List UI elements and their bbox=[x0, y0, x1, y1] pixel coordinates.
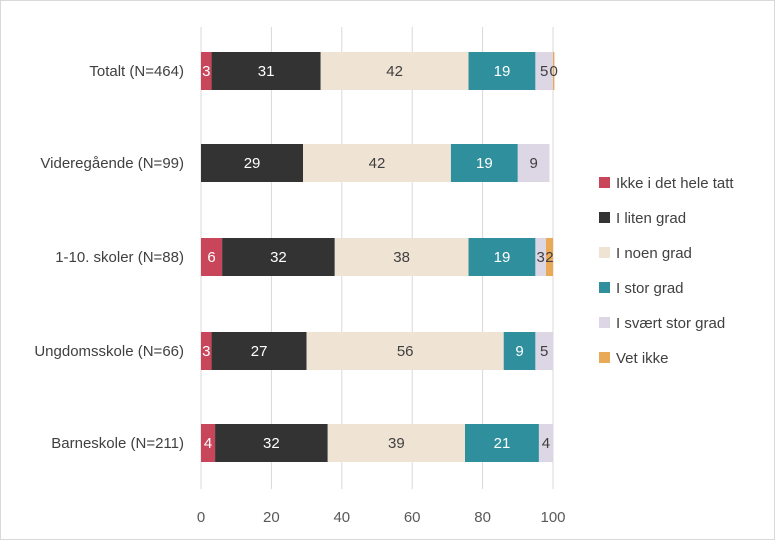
data-label: 9 bbox=[529, 155, 537, 172]
bar-segment bbox=[303, 144, 451, 182]
bar-segment bbox=[215, 424, 328, 462]
data-label: 0 bbox=[550, 63, 558, 80]
data-label: 5 bbox=[540, 63, 548, 80]
data-label: 56 bbox=[397, 343, 414, 360]
legend-label: Ikke i det hele tatt bbox=[616, 175, 734, 192]
bar-segment bbox=[535, 52, 553, 90]
bar-segment bbox=[468, 52, 536, 90]
bar-segment bbox=[535, 332, 553, 370]
x-tick-label: 0 bbox=[197, 509, 205, 526]
bar-segment bbox=[201, 238, 223, 276]
bar-segment bbox=[468, 238, 536, 276]
x-tick-label: 100 bbox=[540, 509, 565, 526]
data-label: 4 bbox=[204, 435, 212, 452]
data-label: 42 bbox=[386, 63, 403, 80]
bar-segment bbox=[306, 332, 504, 370]
x-tick-label: 20 bbox=[263, 509, 280, 526]
legend-swatch bbox=[599, 352, 610, 363]
bar-segment bbox=[517, 144, 550, 182]
legend-label: I stor grad bbox=[616, 280, 684, 297]
data-label: 32 bbox=[263, 435, 280, 452]
legend-swatch bbox=[599, 212, 610, 223]
bar-segment bbox=[327, 424, 465, 462]
bar-segment bbox=[538, 424, 553, 462]
legend-swatch bbox=[599, 282, 610, 293]
x-axis-ticks: 0 20 40 60 80 100 bbox=[197, 509, 566, 526]
bar-segment bbox=[503, 332, 536, 370]
data-label: 4 bbox=[542, 435, 550, 452]
data-label: 3 bbox=[202, 343, 210, 360]
category-label: 1-10. skoler (N=88) bbox=[55, 249, 184, 266]
bar-segment bbox=[465, 424, 539, 462]
bar-segment bbox=[320, 52, 469, 90]
data-label: 32 bbox=[270, 249, 287, 266]
data-label: 3 bbox=[202, 63, 210, 80]
legend-label: I liten grad bbox=[616, 210, 686, 227]
bar-segment bbox=[211, 332, 307, 370]
data-label: 19 bbox=[494, 249, 511, 266]
legend-swatch bbox=[599, 177, 610, 188]
bar-segment bbox=[211, 52, 321, 90]
data-label: 39 bbox=[388, 435, 405, 452]
data-label: 2 bbox=[545, 249, 553, 266]
bar-segment bbox=[201, 144, 304, 182]
legend-label: I noen grad bbox=[616, 245, 692, 262]
bar-segment bbox=[334, 238, 469, 276]
data-label: 29 bbox=[244, 155, 261, 172]
data-label: 3 bbox=[537, 249, 545, 266]
legend: Ikke i det hele tatt I liten grad I noen g… bbox=[599, 175, 734, 367]
x-tick-label: 80 bbox=[474, 509, 491, 526]
data-label: 19 bbox=[494, 63, 511, 80]
x-tick-label: 60 bbox=[404, 509, 421, 526]
category-label: Barneskole (N=211) bbox=[51, 435, 184, 452]
legend-label: I svært stor grad bbox=[616, 315, 725, 332]
data-label: 5 bbox=[540, 343, 548, 360]
category-label: Videregående (N=99) bbox=[40, 155, 184, 172]
bar-segment bbox=[201, 424, 216, 462]
data-label: 27 bbox=[251, 343, 268, 360]
bar-segment bbox=[535, 238, 546, 276]
bar-segment bbox=[201, 52, 212, 90]
bar-segment bbox=[222, 238, 335, 276]
bar-segment bbox=[545, 238, 553, 276]
data-label: 21 bbox=[494, 435, 511, 452]
bar-segment bbox=[450, 144, 518, 182]
data-label: 38 bbox=[393, 249, 410, 266]
legend-swatch bbox=[599, 247, 610, 258]
category-labels: Totalt (N=464) Videregående (N=99) 1-10. s… bbox=[34, 63, 184, 452]
x-tick-label: 40 bbox=[333, 509, 350, 526]
legend-swatch bbox=[599, 317, 610, 328]
legend-label: Vet ikke bbox=[616, 350, 669, 367]
data-label: 19 bbox=[476, 155, 493, 172]
bar-segment bbox=[201, 332, 212, 370]
bar-segment bbox=[553, 52, 555, 90]
category-label: Ungdomsskole (N=66) bbox=[34, 343, 184, 360]
data-label: 9 bbox=[515, 343, 523, 360]
data-label: 42 bbox=[369, 155, 386, 172]
category-label: Totalt (N=464) bbox=[89, 63, 184, 80]
bars: 3 31 42 19 5 029 42 19 96 32 38 19 3 23 27 56 9 54 32 39 21 4 bbox=[201, 52, 558, 462]
data-label: 31 bbox=[258, 63, 275, 80]
data-label: 6 bbox=[207, 249, 215, 266]
